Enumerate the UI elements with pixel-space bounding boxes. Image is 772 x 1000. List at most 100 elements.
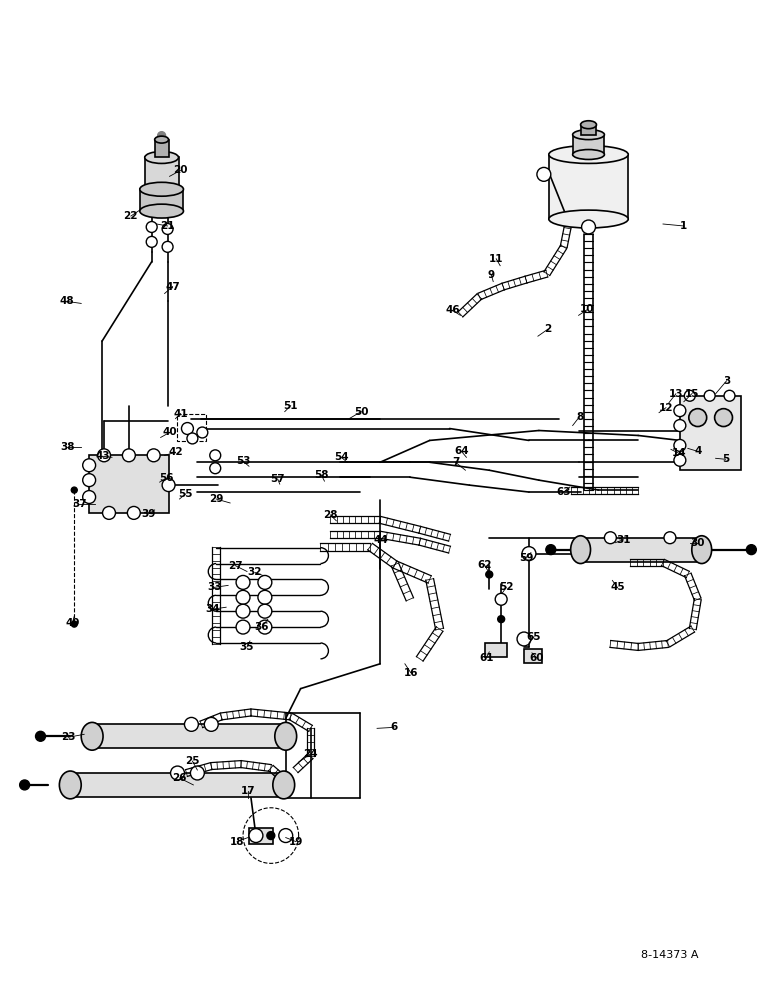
- Text: 17: 17: [241, 786, 256, 796]
- Circle shape: [36, 731, 46, 741]
- Circle shape: [498, 616, 505, 623]
- Bar: [154, 140, 168, 157]
- Circle shape: [97, 449, 110, 462]
- Circle shape: [666, 534, 673, 541]
- Text: 15: 15: [685, 389, 699, 399]
- Ellipse shape: [273, 771, 295, 799]
- Circle shape: [258, 575, 272, 589]
- Text: 32: 32: [248, 567, 262, 577]
- Text: 53: 53: [235, 456, 250, 466]
- Circle shape: [86, 477, 93, 484]
- Text: 23: 23: [61, 732, 76, 742]
- Text: 50: 50: [354, 407, 368, 417]
- Bar: [581, 125, 597, 135]
- Text: 44: 44: [374, 535, 388, 545]
- Circle shape: [486, 571, 493, 578]
- Circle shape: [517, 632, 531, 646]
- Circle shape: [162, 479, 175, 492]
- Text: 26: 26: [172, 773, 187, 783]
- Ellipse shape: [140, 204, 184, 218]
- Circle shape: [584, 223, 592, 231]
- Text: 40: 40: [162, 427, 177, 437]
- Bar: [249, 828, 273, 844]
- Text: 35: 35: [240, 642, 254, 652]
- Bar: [70, 773, 284, 797]
- Text: 56: 56: [159, 473, 174, 483]
- Circle shape: [604, 532, 616, 544]
- Circle shape: [261, 623, 269, 631]
- Text: 55: 55: [178, 489, 193, 499]
- Text: 22: 22: [124, 211, 138, 221]
- Circle shape: [726, 393, 733, 399]
- Text: 59: 59: [519, 553, 533, 563]
- Text: 46: 46: [445, 305, 460, 315]
- Text: 1: 1: [680, 221, 688, 231]
- Circle shape: [674, 439, 686, 451]
- Text: 3: 3: [723, 376, 730, 386]
- Circle shape: [205, 717, 218, 731]
- Text: 31: 31: [616, 535, 631, 545]
- Circle shape: [258, 620, 272, 634]
- Bar: [549, 155, 628, 219]
- Ellipse shape: [275, 722, 296, 750]
- Text: 12: 12: [659, 403, 673, 413]
- Circle shape: [147, 449, 160, 462]
- Circle shape: [498, 596, 505, 603]
- Bar: [680, 396, 741, 470]
- Bar: [92, 724, 286, 748]
- Circle shape: [239, 593, 247, 601]
- Ellipse shape: [59, 771, 81, 799]
- Text: 51: 51: [283, 401, 298, 411]
- Text: 27: 27: [228, 561, 242, 571]
- Circle shape: [674, 420, 686, 431]
- Circle shape: [148, 238, 155, 245]
- Bar: [177, 414, 206, 441]
- Ellipse shape: [573, 150, 604, 159]
- Circle shape: [212, 465, 218, 471]
- Text: 7: 7: [452, 457, 459, 467]
- Text: 64: 64: [454, 446, 469, 456]
- Circle shape: [724, 390, 735, 401]
- Circle shape: [674, 405, 686, 417]
- Circle shape: [123, 449, 135, 462]
- Circle shape: [674, 454, 686, 466]
- Ellipse shape: [573, 130, 604, 140]
- Circle shape: [664, 532, 676, 544]
- Text: 61: 61: [479, 653, 493, 663]
- Text: 5: 5: [722, 454, 730, 464]
- Circle shape: [520, 635, 528, 643]
- Text: 47: 47: [165, 282, 180, 292]
- Circle shape: [282, 832, 290, 840]
- Circle shape: [252, 832, 260, 840]
- Ellipse shape: [549, 146, 628, 163]
- Text: 8-14373 A: 8-14373 A: [642, 950, 699, 960]
- Text: 48: 48: [60, 296, 75, 306]
- Text: 45: 45: [610, 582, 625, 592]
- Circle shape: [165, 482, 172, 489]
- Text: 19: 19: [289, 837, 303, 847]
- Ellipse shape: [581, 121, 597, 129]
- Circle shape: [185, 717, 198, 731]
- Circle shape: [236, 620, 250, 634]
- Ellipse shape: [571, 536, 591, 564]
- Circle shape: [236, 575, 250, 589]
- Circle shape: [239, 578, 247, 586]
- Circle shape: [704, 390, 715, 401]
- Text: 29: 29: [209, 494, 223, 504]
- Circle shape: [86, 494, 93, 500]
- Circle shape: [249, 829, 263, 843]
- Bar: [573, 135, 604, 155]
- Bar: [89, 455, 168, 513]
- Circle shape: [258, 590, 272, 604]
- Circle shape: [189, 435, 195, 441]
- Ellipse shape: [144, 183, 178, 195]
- Text: 18: 18: [230, 837, 244, 847]
- Text: 43: 43: [96, 451, 110, 461]
- Circle shape: [106, 509, 113, 516]
- Circle shape: [130, 509, 137, 516]
- Circle shape: [197, 427, 208, 438]
- Text: 52: 52: [499, 582, 513, 592]
- Text: 2: 2: [544, 324, 551, 334]
- Text: 14: 14: [672, 448, 686, 458]
- Circle shape: [261, 578, 269, 586]
